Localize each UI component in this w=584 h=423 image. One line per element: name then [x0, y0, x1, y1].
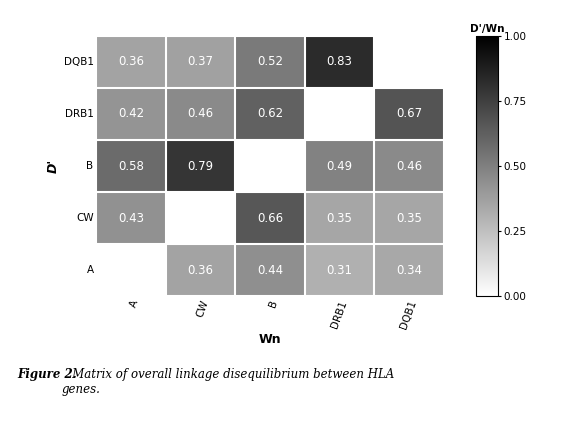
Text: 0.31: 0.31 — [326, 264, 353, 277]
Title: D'/Wn: D'/Wn — [470, 24, 505, 34]
Bar — [96, 88, 166, 140]
Text: 0.44: 0.44 — [257, 264, 283, 277]
Text: 0.67: 0.67 — [396, 107, 422, 121]
Bar — [235, 88, 305, 140]
Bar — [305, 244, 374, 296]
Bar — [235, 244, 305, 296]
Text: 0.36: 0.36 — [187, 264, 214, 277]
Text: 0.62: 0.62 — [257, 107, 283, 121]
Bar — [374, 192, 444, 244]
Bar — [235, 140, 305, 192]
Bar — [305, 88, 374, 140]
Text: 0.37: 0.37 — [187, 55, 214, 69]
Text: Matrix of overall linkage disequilibrium between HLA
genes.: Matrix of overall linkage disequilibrium… — [61, 368, 395, 396]
Text: 0.83: 0.83 — [326, 55, 353, 69]
Text: 0.49: 0.49 — [326, 159, 353, 173]
Bar — [305, 192, 374, 244]
Bar — [235, 36, 305, 88]
Bar — [235, 192, 305, 244]
X-axis label: Wn: Wn — [259, 333, 281, 346]
Bar — [166, 140, 235, 192]
Text: Figure 2.: Figure 2. — [18, 368, 77, 381]
Text: 0.36: 0.36 — [118, 55, 144, 69]
Text: 0.35: 0.35 — [326, 212, 353, 225]
Bar — [374, 88, 444, 140]
Bar — [374, 244, 444, 296]
Bar — [96, 36, 166, 88]
Bar — [96, 140, 166, 192]
Bar — [374, 36, 444, 88]
Text: 0.46: 0.46 — [187, 107, 214, 121]
Bar — [305, 140, 374, 192]
Text: 0.42: 0.42 — [118, 107, 144, 121]
Text: 0.43: 0.43 — [118, 212, 144, 225]
Bar — [96, 192, 166, 244]
Text: 0.66: 0.66 — [257, 212, 283, 225]
Bar — [166, 88, 235, 140]
Text: 0.34: 0.34 — [396, 264, 422, 277]
Text: 0.46: 0.46 — [396, 159, 422, 173]
Bar — [166, 36, 235, 88]
Bar — [305, 36, 374, 88]
Bar — [374, 140, 444, 192]
Bar — [96, 244, 166, 296]
Text: 0.52: 0.52 — [257, 55, 283, 69]
Bar — [166, 244, 235, 296]
Text: 0.58: 0.58 — [118, 159, 144, 173]
Text: 0.79: 0.79 — [187, 159, 214, 173]
Text: 0.35: 0.35 — [396, 212, 422, 225]
Bar — [166, 192, 235, 244]
Y-axis label: D': D' — [46, 159, 60, 173]
